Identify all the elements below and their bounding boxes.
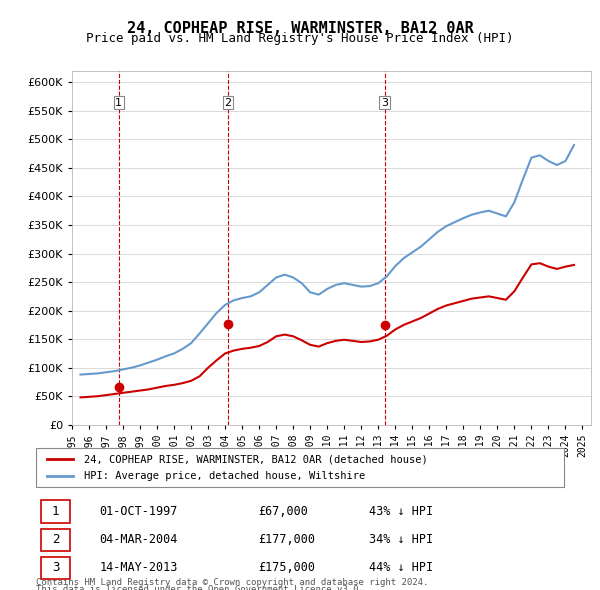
Text: 1: 1	[52, 505, 59, 518]
Text: £67,000: £67,000	[258, 505, 308, 518]
Text: £177,000: £177,000	[258, 533, 315, 546]
Text: 2: 2	[52, 533, 59, 546]
FancyBboxPatch shape	[36, 448, 564, 487]
Text: 3: 3	[381, 98, 388, 107]
Text: 2: 2	[224, 98, 232, 107]
Text: 3: 3	[52, 562, 59, 575]
FancyBboxPatch shape	[41, 529, 70, 551]
Text: 24, COPHEAP RISE, WARMINSTER, BA12 0AR: 24, COPHEAP RISE, WARMINSTER, BA12 0AR	[127, 21, 473, 35]
Text: 1: 1	[115, 98, 122, 107]
Text: Price paid vs. HM Land Registry's House Price Index (HPI): Price paid vs. HM Land Registry's House …	[86, 32, 514, 45]
Text: £175,000: £175,000	[258, 562, 315, 575]
Text: Contains HM Land Registry data © Crown copyright and database right 2024.: Contains HM Land Registry data © Crown c…	[36, 578, 428, 587]
Text: 01-OCT-1997: 01-OCT-1997	[100, 505, 178, 518]
Text: 14-MAY-2013: 14-MAY-2013	[100, 562, 178, 575]
Text: 24, COPHEAP RISE, WARMINSTER, BA12 0AR (detached house): 24, COPHEAP RISE, WARMINSTER, BA12 0AR (…	[83, 454, 427, 464]
Text: This data is licensed under the Open Government Licence v3.0.: This data is licensed under the Open Gov…	[36, 585, 364, 590]
FancyBboxPatch shape	[41, 557, 70, 579]
Text: 04-MAR-2004: 04-MAR-2004	[100, 533, 178, 546]
Text: 43% ↓ HPI: 43% ↓ HPI	[368, 505, 433, 518]
Text: HPI: Average price, detached house, Wiltshire: HPI: Average price, detached house, Wilt…	[83, 471, 365, 481]
Text: 44% ↓ HPI: 44% ↓ HPI	[368, 562, 433, 575]
Text: 34% ↓ HPI: 34% ↓ HPI	[368, 533, 433, 546]
FancyBboxPatch shape	[41, 500, 70, 523]
